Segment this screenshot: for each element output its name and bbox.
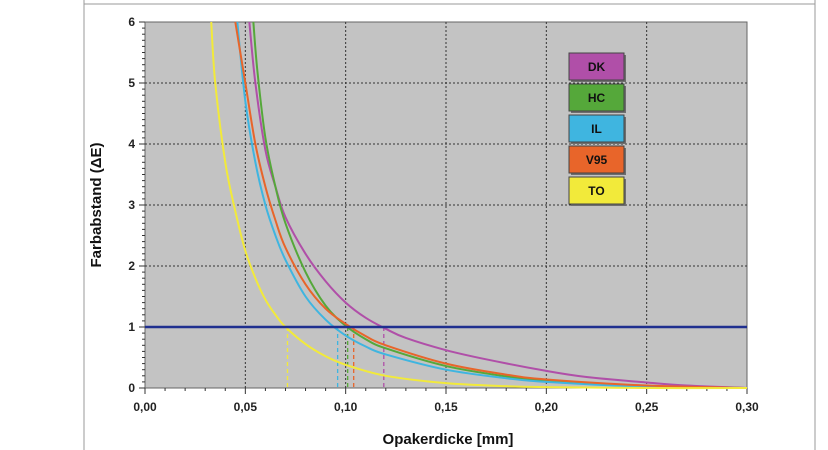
y-tick-label: 6 — [128, 15, 135, 29]
legend-label-il: IL — [591, 122, 602, 136]
x-tick-label: 0,30 — [735, 400, 759, 414]
x-tick-label: 0,00 — [133, 400, 157, 414]
y-tick-label: 0 — [128, 381, 135, 395]
legend-label-dk: DK — [588, 60, 606, 74]
x-tick-label: 0,10 — [334, 400, 358, 414]
y-tick-label: 1 — [128, 320, 135, 334]
legend-label-hc: HC — [588, 91, 606, 105]
x-axis-title: Opakerdicke [mm] — [383, 431, 514, 448]
x-tick-label: 0,15 — [434, 400, 458, 414]
y-tick-label: 5 — [128, 76, 135, 90]
x-tick-label: 0,25 — [635, 400, 659, 414]
y-tick-label: 2 — [128, 259, 135, 273]
legend-label-v95: V95 — [586, 153, 608, 167]
legend: DK HC IL V95 TO — [569, 53, 626, 206]
legend-label-to: TO — [588, 184, 604, 198]
x-tick-label: 0,20 — [535, 400, 559, 414]
x-tick-label: 0,05 — [234, 400, 258, 414]
y-axis-title: Farbabstand (ΔE) — [88, 143, 105, 268]
y-tick-label: 3 — [128, 198, 135, 212]
y-tick-label: 4 — [128, 137, 135, 151]
